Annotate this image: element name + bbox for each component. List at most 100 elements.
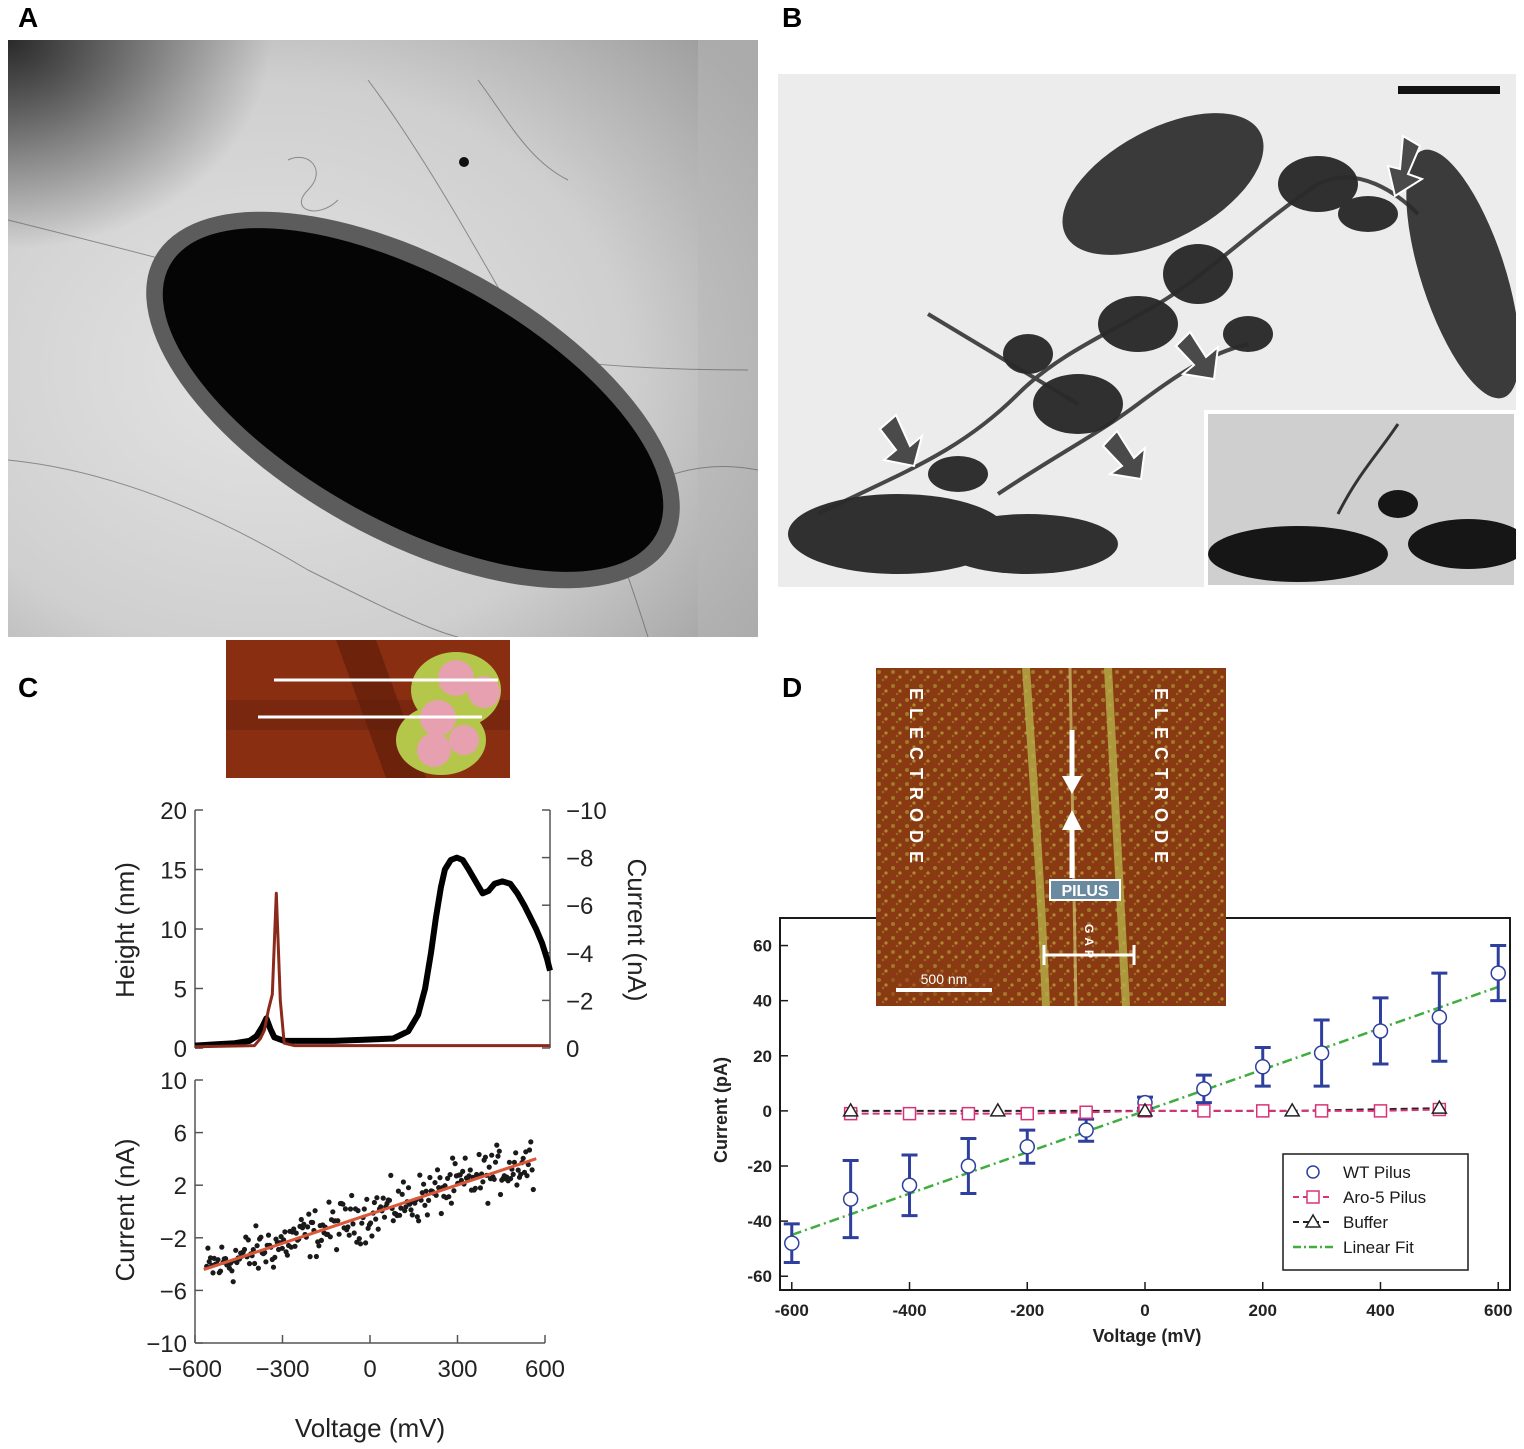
chart-c-bottom-point [399,1191,405,1197]
chart-c-top-series-line [194,854,553,1049]
chart-c-bottom-point [447,1172,453,1178]
chart-c-bottom-point [306,1211,312,1217]
chart-d-wt-point [784,1235,800,1251]
chart-c-bottom-xlabel: Voltage (mV) [295,1413,445,1443]
chart-c-top-ytick-label: 10 [160,917,187,944]
chart-c-bottom-xtick-label: −300 [255,1356,309,1383]
chart-d-ytick-label: 0 [763,1102,772,1121]
chart-d-buffer-point [989,1102,1007,1117]
micrograph-a [8,40,758,637]
afm-image-c-svg [226,640,510,778]
chart-c-bottom-point [492,1159,499,1165]
chart-c-top-y2tick-label: 0 [566,1036,579,1063]
chart-c-bottom-point [437,1175,443,1181]
chart-c-bottom-point [318,1237,324,1243]
chart-c-bottom-point [426,1197,432,1203]
chart-c-bottom-xtick-label: −600 [168,1356,222,1383]
chart-c-bottom-point [445,1175,451,1181]
chart-c-bottom-ytick-label: −2 [160,1226,187,1253]
chart-c-bottom-point [421,1181,427,1187]
chart-d-xtick-label: -200 [1010,1301,1044,1320]
chart-d-wt-point [1372,1023,1389,1039]
chart-c-bottom-ytick-label: 2 [174,1173,187,1200]
chart-c-bottom-point [368,1220,374,1226]
chart-c-bottom-point [442,1183,448,1189]
chart-c-bottom-point [417,1172,423,1178]
chart-d-buffer-point [1431,1099,1448,1114]
chart-d-ytick-label: -40 [747,1212,772,1231]
chart-c-bottom-point [528,1139,534,1145]
chart-c-bottom-point [363,1240,369,1246]
chart-c-bottom-point [307,1254,313,1260]
chart-c-bottom-point [345,1224,351,1230]
chart-c-bottom-point [402,1208,408,1214]
chart-c-bottom-point [373,1216,379,1222]
chart-c-bottom-point [513,1150,519,1156]
chart-c-bottom-point [416,1218,422,1224]
chart-c-bottom-ytick-label: −10 [146,1331,187,1358]
chart-c-top-ytick-label: 15 [160,858,187,885]
chart-c-top-y2tick-label: −2 [566,988,593,1015]
chart-d-aro5-point [1020,1106,1035,1121]
chart-c-bottom-point [298,1216,304,1223]
chart-c-bottom-point [515,1167,521,1173]
gap-label: GAP [1082,924,1096,962]
chart-c-top-y2tick-label: −6 [566,893,593,920]
chart-c-bottom-point [229,1268,235,1274]
chart-c-bottom-point [520,1155,526,1161]
chart-c-bottom-point [340,1201,346,1207]
chart-c-bottom-point [359,1220,365,1226]
chart-c-bottom-point [356,1236,362,1242]
chart-d-aro5-point [1079,1105,1093,1120]
chart-c-top-ytick-label: 0 [174,1036,187,1063]
chart-c-bottom-point [496,1148,502,1154]
chart-c-bottom-point [334,1247,340,1253]
chart-c-bottom-point [486,1164,492,1170]
chart-c-bottom-point [529,1167,535,1173]
chart-c-bottom-point [205,1245,211,1251]
chart-c-bottom-point [355,1208,361,1214]
chart-c-bottom-point [254,1243,260,1249]
chart-d-aro5-point [902,1106,917,1121]
chart-c-bottom-xtick-label: 0 [363,1356,376,1383]
chart-c-bottom-point [526,1147,533,1153]
panel-label-b: B [782,2,803,33]
chart-d-legend-label: Buffer [1343,1213,1388,1232]
chart-d-legend-label: Aro-5 Pilus [1343,1188,1426,1207]
chart-c-bottom-point [326,1199,332,1205]
chart-c-bottom-point [316,1243,322,1249]
chart-c-bottom-point [489,1152,495,1158]
afm-image-c [226,640,510,778]
chart-c-bottom-point [434,1167,441,1173]
chart-c-bottom-point [446,1194,452,1200]
chart-c-bottom-point [349,1192,355,1199]
chart-c-bottom-point [409,1212,415,1218]
chart-d-wt-point [1078,1122,1094,1138]
chart-c-top-ytick-label: 20 [160,798,187,825]
chart-d-ytick-label: -20 [747,1157,772,1176]
chart-c-bottom-point [477,1185,483,1191]
chart-c-bottom-point [395,1188,401,1194]
chart-d-buffer-point [842,1102,859,1117]
chart-d-wt-point [960,1158,977,1174]
chart-d-legend-label: WT Pilus [1343,1163,1411,1182]
chart-c-bottom-point [511,1159,517,1165]
micrograph-b [778,74,1516,587]
chart-d-wt-point [1490,965,1506,981]
chart-c-bottom-fit-line [203,1157,537,1272]
chart-c-bottom-point [210,1270,216,1276]
chart-c-bottom-point [408,1207,414,1213]
chart-c-bottom-point [414,1214,420,1220]
chart-c-bottom-ytick-label: 10 [160,1068,187,1095]
chart-d-aro5-point [1314,1104,1329,1118]
chart-c-bottom-point [388,1172,394,1178]
chart-c-bottom-point [378,1204,384,1210]
chart-d-legend-marker [1306,1165,1320,1179]
scale-bar-label: 500 nm [921,971,968,987]
chart-d-wt-point [1019,1138,1036,1155]
chart-d-wt-point [1313,1045,1330,1061]
chart-c-bottom-point [301,1221,307,1227]
chart-c-bottom-point [422,1202,428,1208]
chart-d-ytick-label: 40 [753,992,772,1011]
